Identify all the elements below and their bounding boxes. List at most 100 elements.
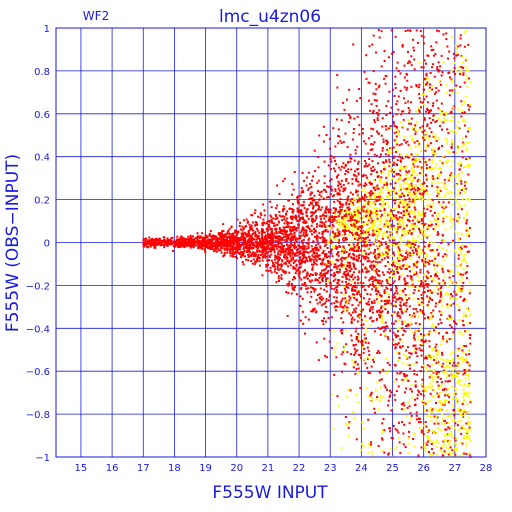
red-point: [447, 179, 450, 182]
red-point: [371, 302, 374, 305]
red-point: [426, 236, 429, 239]
red-point: [322, 323, 325, 326]
yellow-point: [404, 296, 407, 299]
red-point: [315, 310, 318, 313]
red-point: [461, 285, 464, 287]
red-point: [245, 224, 248, 227]
yellow-point: [434, 442, 436, 445]
red-point: [299, 295, 302, 298]
red-point: [329, 285, 332, 288]
red-point: [372, 111, 374, 114]
red-point: [431, 214, 434, 217]
yellow-point: [466, 431, 469, 434]
red-point: [383, 429, 386, 432]
red-point: [447, 201, 450, 204]
red-point: [325, 190, 328, 193]
red-point: [381, 186, 384, 189]
red-point: [445, 331, 448, 334]
red-point: [289, 246, 292, 248]
red-point: [454, 364, 457, 367]
red-point: [363, 347, 366, 350]
red-point: [313, 149, 316, 152]
red-point: [315, 244, 318, 247]
yellow-point: [399, 186, 402, 189]
red-point: [332, 279, 335, 282]
red-point: [369, 194, 372, 197]
red-point: [362, 255, 365, 258]
red-point: [261, 274, 264, 277]
red-point: [324, 320, 327, 323]
red-point: [270, 218, 273, 221]
red-point: [408, 122, 411, 125]
red-point: [369, 214, 371, 217]
yellow-point: [390, 148, 392, 151]
red-point: [299, 194, 302, 197]
yellow-point: [455, 264, 458, 267]
yellow-point: [430, 355, 433, 358]
yellow-point: [419, 183, 422, 186]
red-point: [422, 433, 425, 436]
red-point: [300, 239, 303, 242]
red-point: [304, 284, 307, 287]
yellow-point: [419, 311, 422, 314]
red-point: [296, 199, 299, 202]
red-point: [352, 278, 355, 281]
red-point: [445, 428, 448, 431]
yellow-point: [462, 186, 464, 189]
red-point: [417, 289, 420, 292]
red-point: [381, 149, 384, 152]
red-point: [331, 195, 334, 198]
red-point: [397, 217, 400, 220]
yellow-point: [413, 210, 416, 213]
red-point: [392, 261, 395, 264]
red-point: [262, 229, 265, 232]
red-point: [359, 387, 362, 389]
red-point: [295, 264, 298, 267]
red-point: [356, 194, 359, 197]
yellow-point: [389, 190, 392, 193]
red-point: [372, 34, 375, 37]
red-point: [245, 247, 248, 250]
yellow-point: [399, 289, 402, 292]
red-point: [315, 225, 318, 228]
red-point: [254, 224, 257, 227]
yellow-point: [397, 254, 400, 257]
red-point: [462, 66, 464, 69]
yellow-point: [452, 334, 455, 336]
red-point: [426, 125, 429, 127]
red-point: [405, 224, 408, 227]
yellow-point: [451, 338, 453, 340]
red-point: [250, 260, 253, 262]
red-point: [313, 199, 316, 202]
red-point: [339, 208, 342, 211]
yellow-point: [458, 179, 461, 182]
yellow-point: [372, 222, 375, 225]
yellow-point: [333, 245, 336, 248]
red-point: [286, 226, 289, 229]
red-point: [417, 454, 420, 457]
red-point: [345, 201, 348, 204]
yellow-point: [429, 204, 432, 207]
yellow-point: [329, 228, 332, 231]
yellow-point: [452, 405, 455, 408]
red-point: [254, 255, 257, 258]
red-point: [463, 81, 466, 84]
red-point: [312, 308, 314, 311]
red-point: [446, 303, 449, 306]
red-point: [392, 146, 395, 149]
yellow-point: [367, 209, 370, 212]
red-point: [335, 163, 338, 166]
red-point: [452, 239, 454, 242]
red-point: [431, 198, 434, 201]
red-point: [395, 214, 398, 217]
red-point: [440, 294, 443, 297]
red-point: [441, 388, 444, 391]
red-point: [340, 185, 343, 188]
yellow-point: [417, 145, 420, 148]
red-point: [289, 239, 292, 242]
red-point: [321, 251, 324, 254]
yellow-point: [360, 223, 363, 226]
yellow-point: [451, 79, 454, 82]
red-point: [394, 300, 397, 303]
red-point: [423, 313, 425, 316]
